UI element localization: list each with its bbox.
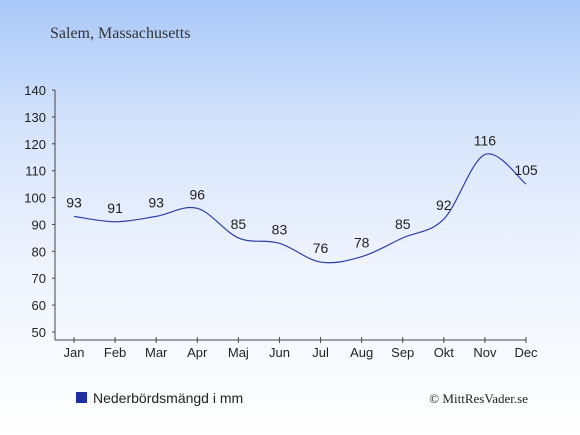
data-label: 78	[354, 235, 370, 251]
series-line	[73, 153, 527, 264]
y-tick-label: 130	[24, 110, 46, 125]
data-label: 93	[66, 194, 82, 210]
y-axis-ticks: 50 60 70 80 90 100 110 120 130 140	[24, 83, 55, 340]
x-tick-label: Maj	[228, 345, 249, 360]
y-tick-label: 110	[25, 164, 46, 179]
x-tick-label: Sep	[391, 345, 414, 360]
data-label: 91	[107, 200, 123, 216]
y-tick-label: 50	[32, 325, 46, 340]
chart-title: Salem, Massachusetts	[50, 25, 190, 42]
data-labels: 93 91 93 96 85 83 76 78 85 92 116 105	[66, 133, 538, 257]
x-axis-ticks: Jan Feb Mar Apr Maj Jun Jul Aug Sep Okt Nov Dec	[64, 337, 538, 360]
y-tick-label: 60	[32, 298, 46, 313]
y-tick-label: 100	[24, 191, 46, 206]
legend-marker	[76, 392, 87, 403]
copyright-text: © MittResVader.se	[429, 391, 528, 406]
x-tick-label: Jun	[269, 345, 290, 360]
x-tick-label: Apr	[187, 345, 208, 360]
x-tick-label: Jul	[312, 345, 329, 360]
data-label: 85	[231, 216, 247, 232]
legend-label: Nederbördsmängd i mm	[93, 390, 243, 406]
data-label: 83	[272, 221, 288, 237]
x-tick-label: Dec	[514, 345, 538, 360]
x-tick-label: Feb	[104, 345, 126, 360]
data-label: 92	[436, 197, 452, 213]
x-tick-label: Aug	[350, 345, 373, 360]
data-label: 116	[474, 133, 497, 149]
x-tick-label: Mar	[145, 345, 168, 360]
y-tick-label: 90	[32, 217, 46, 232]
data-label: 93	[148, 194, 164, 210]
y-tick-label: 120	[24, 137, 46, 152]
y-tick-label: 140	[24, 83, 46, 98]
data-label: 76	[313, 240, 329, 256]
data-label: 105	[514, 162, 538, 178]
y-tick-label: 70	[32, 271, 46, 286]
x-tick-label: Jan	[64, 345, 85, 360]
x-tick-label: Nov	[473, 345, 497, 360]
data-label: 85	[395, 216, 411, 232]
x-tick-label: Okt	[434, 345, 455, 360]
data-label: 96	[189, 186, 205, 202]
y-tick-label: 80	[32, 244, 46, 259]
